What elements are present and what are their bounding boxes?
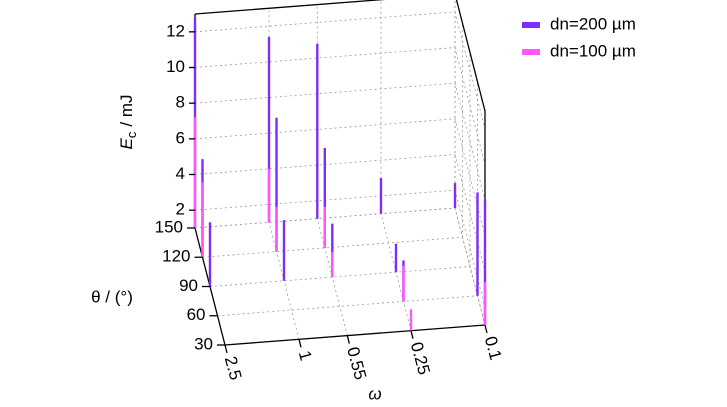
x-tick [410, 330, 414, 339]
y-tick-label: 90 [179, 276, 198, 295]
grid-line [454, 83, 486, 201]
legend-swatch [522, 49, 540, 55]
z-label-subscript: c [124, 131, 139, 138]
x-tick [224, 344, 228, 354]
labels-layer: 2 4 6 8 10 12 30 60 90 120 150 2.5 1 0.55 0.25 0.1 dn=20… [155, 14, 636, 382]
box-edge [454, 207, 486, 326]
grid-line [209, 266, 471, 287]
box-layer [194, 0, 486, 346]
y-tick-label: 120 [162, 247, 190, 266]
z-label-symbol: E [117, 137, 136, 149]
legend-label: dn=200 µm [550, 14, 636, 33]
legend-label: dn=100 µm [550, 41, 636, 60]
x-tick [346, 335, 350, 344]
box-edge [455, 0, 486, 112]
grid-line [454, 190, 486, 308]
grid-line [454, 11, 486, 129]
x-tick-label: 2.5 [221, 354, 245, 382]
x-tick-label: 0.25 [407, 340, 434, 377]
z-tick-label: 10 [166, 57, 185, 76]
x-axis-label: ω [368, 384, 381, 403]
box-edge [224, 324, 486, 346]
box-edge [194, 0, 386, 15]
grid-line [194, 82, 456, 104]
grid-line [454, 118, 486, 236]
grid-layer [194, 0, 486, 346]
grid-line [217, 295, 478, 317]
grid-line [454, 47, 486, 165]
grid-line [194, 11, 456, 33]
y-tick-label: 150 [155, 217, 183, 236]
y-tick-label: 30 [194, 334, 213, 353]
y-tick-label: 60 [187, 305, 206, 324]
x-tick-label: 0.1 [481, 334, 505, 362]
z-tick-label: 6 [176, 128, 185, 147]
grid-line [194, 47, 456, 68]
z-tick-label: 2 [176, 200, 185, 219]
x-tick [484, 324, 488, 334]
z-axis-label: Ec / mJ [117, 95, 139, 150]
grid-line [194, 118, 456, 140]
x-tick-label: 1 [295, 349, 316, 363]
legend-swatch [522, 22, 540, 28]
z-tick-label: 8 [176, 93, 185, 112]
y-axis-label: θ / (°) [91, 287, 133, 306]
marks-layer [193, 17, 487, 331]
z-label-unit: / mJ [117, 95, 136, 127]
z-tick-label: 4 [176, 164, 185, 183]
x-tick-label: 0.55 [343, 345, 370, 382]
x-tick [298, 339, 302, 348]
grid-line [454, 154, 486, 272]
z-tick-label: 12 [166, 21, 185, 40]
